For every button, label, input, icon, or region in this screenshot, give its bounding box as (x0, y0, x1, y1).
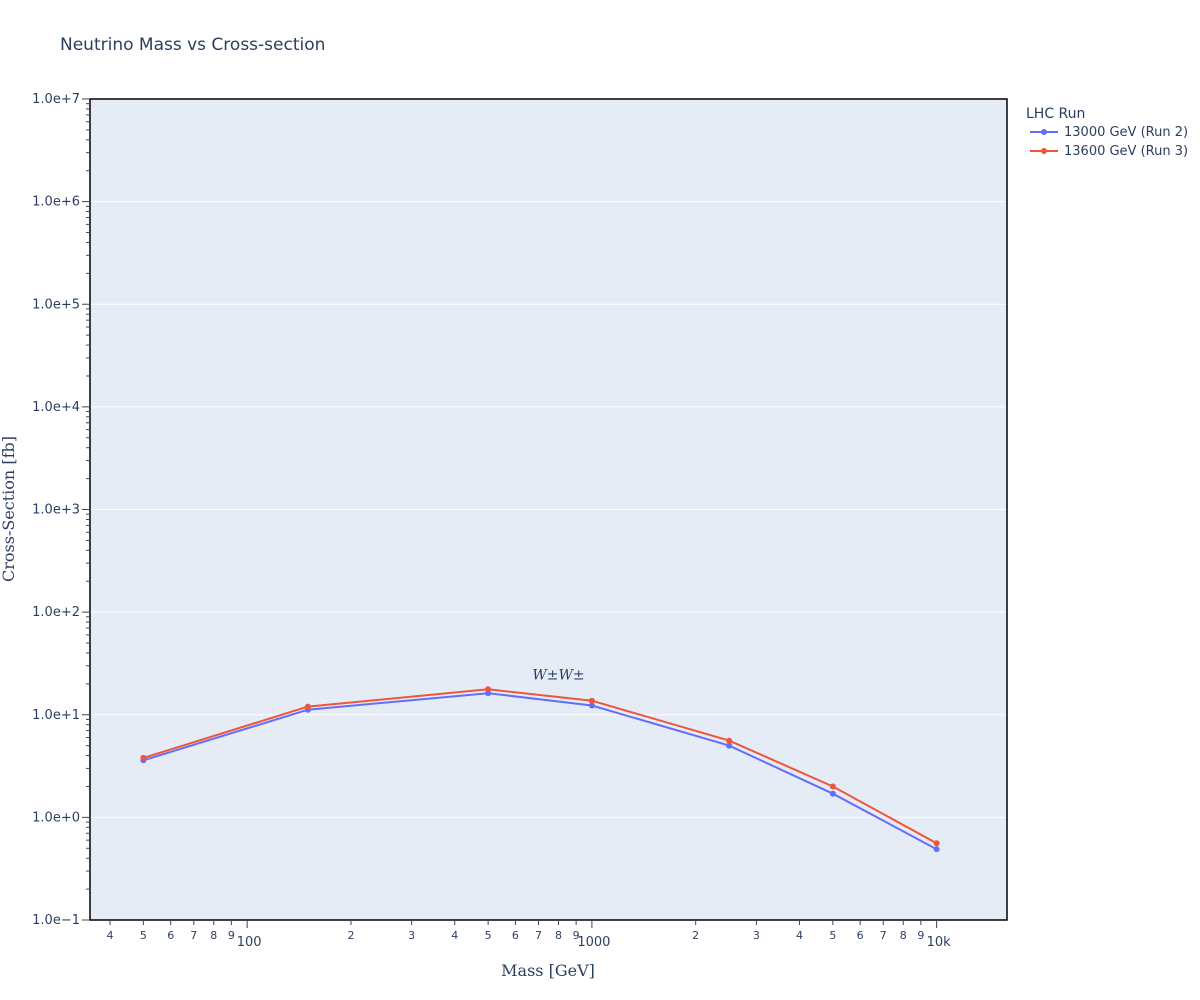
chart-title: Neutrino Mass vs Cross-section (60, 35, 325, 55)
data-point (485, 686, 492, 693)
x-minor-tick-label: 6 (167, 929, 174, 942)
data-point (933, 846, 940, 853)
y-tick-label: 1.0e−1 (32, 913, 80, 928)
y-tick-label: 1.0e+7 (32, 92, 80, 107)
gridlines (90, 201, 1007, 818)
y-tick-label: 1.0e+4 (32, 400, 80, 415)
x-minor-tick-label: 8 (210, 929, 217, 942)
series-layer (140, 686, 940, 853)
x-minor-tick-label: 4 (796, 929, 803, 942)
x-minor-tick-label: 5 (829, 929, 836, 942)
x-minor-tick-label: 9 (917, 929, 924, 942)
data-point (829, 783, 836, 790)
y-axis: 1.0e−1 1.0e+0 1.0e+1 1.0e+2 1.0e+3 1.0e+4 1.0e… (32, 92, 90, 928)
y-tick-label: 1.0e+2 (32, 605, 80, 620)
data-point (140, 754, 147, 761)
x-minor-tick-label: 5 (140, 929, 147, 942)
y-tick-label: 1.0e+6 (32, 195, 80, 210)
x-minor-tick-label: 3 (753, 929, 760, 942)
data-point (933, 840, 940, 847)
x-minor-tick-label: 4 (106, 929, 113, 942)
y-tick-label: 1.0e+1 (32, 708, 80, 723)
y-tick-label: 1.0e+0 (32, 810, 80, 825)
x-minor-tick-label: 6 (857, 929, 864, 942)
x-minor-tick-label: 7 (535, 929, 542, 942)
x-minor-tick-label: 5 (485, 929, 492, 942)
x-minor-tick-label: 9 (228, 929, 235, 942)
y-tick-label: 1.0e+5 (32, 297, 80, 312)
x-minor-tick-label: 8 (555, 929, 562, 942)
x-minor-tick-label: 3 (408, 929, 415, 942)
x-tick-label: 10k (927, 935, 952, 950)
legend-marker (1041, 148, 1047, 154)
y-axis-title: Cross-Section [fb] (0, 436, 18, 582)
legend-marker (1041, 129, 1047, 135)
x-minor-tick-label: 2 (347, 929, 354, 942)
annotation-label: W±W± (532, 668, 584, 684)
x-axis-title: Mass [GeV] (501, 961, 595, 980)
x-minor-tick-label: 9 (573, 929, 580, 942)
x-tick-label: 1000 (577, 935, 610, 950)
data-point (726, 737, 733, 744)
x-tick-label: 100 (237, 935, 262, 950)
data-point (726, 742, 733, 749)
data-point (829, 790, 836, 797)
x-minor-tick-label: 7 (190, 929, 197, 942)
data-point (304, 703, 311, 710)
legend: LHC Run 13000 GeV (Run 2) 13600 GeV (Run … (1026, 106, 1188, 159)
legend-label: 13000 GeV (Run 2) (1064, 125, 1188, 140)
x-minor-tick-label: 6 (512, 929, 519, 942)
x-minor-tick-label: 8 (900, 929, 907, 942)
x-minor-tick-label: 7 (880, 929, 887, 942)
data-point (588, 697, 595, 704)
legend-title: LHC Run (1026, 106, 1085, 122)
legend-label: 13600 GeV (Run 3) (1064, 144, 1188, 159)
x-minor-tick-label: 4 (451, 929, 458, 942)
y-tick-label: 1.0e+3 (32, 503, 80, 518)
x-minor-tick-label: 2 (692, 929, 699, 942)
data-point (588, 702, 595, 709)
